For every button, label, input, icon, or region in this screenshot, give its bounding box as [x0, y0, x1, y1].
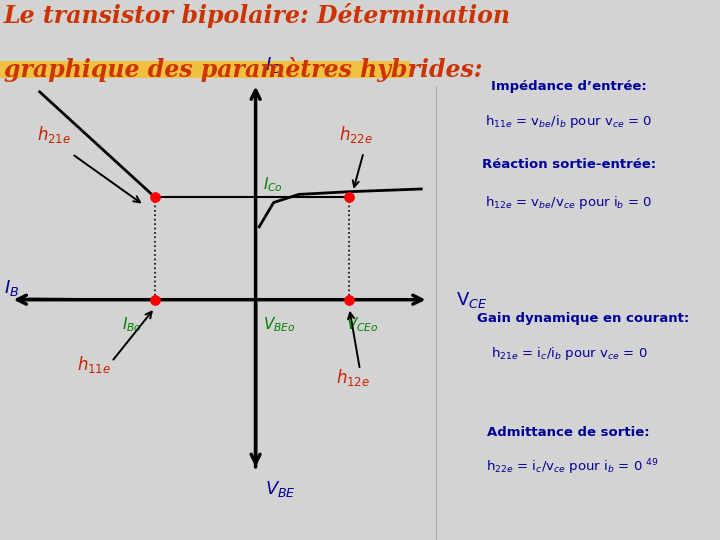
Text: Réaction sortie-entrée:: Réaction sortie-entrée:: [482, 158, 656, 171]
Text: Le transistor bipolaire: Détermination: Le transistor bipolaire: Détermination: [4, 3, 510, 28]
Text: $I_{Bo}$: $I_{Bo}$: [122, 315, 143, 334]
Point: [149, 295, 161, 304]
Text: $V_{BE}$: $V_{BE}$: [265, 479, 296, 499]
Text: $I_{Co}$: $I_{Co}$: [263, 175, 283, 194]
Text: $I_B$: $I_B$: [4, 278, 19, 298]
Text: Admittance de sortie:: Admittance de sortie:: [487, 426, 650, 438]
Text: graphique des paramètres hybrides:: graphique des paramètres hybrides:: [4, 57, 482, 82]
Text: $h_{22e}$: $h_{22e}$: [339, 124, 374, 145]
Point: [343, 193, 355, 201]
Point: [149, 193, 161, 201]
Text: V$_{CE}$: V$_{CE}$: [456, 289, 487, 310]
Point: [343, 295, 355, 304]
Text: $h_{21e}$: $h_{21e}$: [37, 124, 71, 145]
Text: Gain dynamique en courant:: Gain dynamique en courant:: [477, 312, 689, 325]
Text: $h_{11e}$: $h_{11e}$: [76, 354, 111, 375]
Text: $V_{BEo}$: $V_{BEo}$: [263, 315, 295, 334]
Text: Impédance d’entrée:: Impédance d’entrée:: [491, 80, 647, 93]
Text: $V_{CEo}$: $V_{CEo}$: [346, 315, 378, 334]
Text: h$_{22e}$ = i$_c$/v$_{ce}$ pour i$_b$ = 0 $^{49}$: h$_{22e}$ = i$_c$/v$_{ce}$ pour i$_b$ = …: [486, 457, 659, 477]
FancyBboxPatch shape: [0, 61, 410, 78]
Text: h$_{12e}$ = v$_{be}$/v$_{ce}$ pour i$_b$ = 0: h$_{12e}$ = v$_{be}$/v$_{ce}$ pour i$_b$…: [485, 194, 652, 211]
Text: h$_{11e}$ = v$_{be}$/i$_b$ pour v$_{ce}$ = 0: h$_{11e}$ = v$_{be}$/i$_b$ pour v$_{ce}$…: [485, 113, 652, 130]
Text: $h_{12e}$: $h_{12e}$: [336, 367, 370, 388]
Text: $I_C$: $I_C$: [265, 55, 281, 75]
Text: h$_{21e}$ = i$_c$/i$_b$ pour v$_{ce}$ = 0: h$_{21e}$ = i$_c$/i$_b$ pour v$_{ce}$ = …: [490, 345, 647, 362]
